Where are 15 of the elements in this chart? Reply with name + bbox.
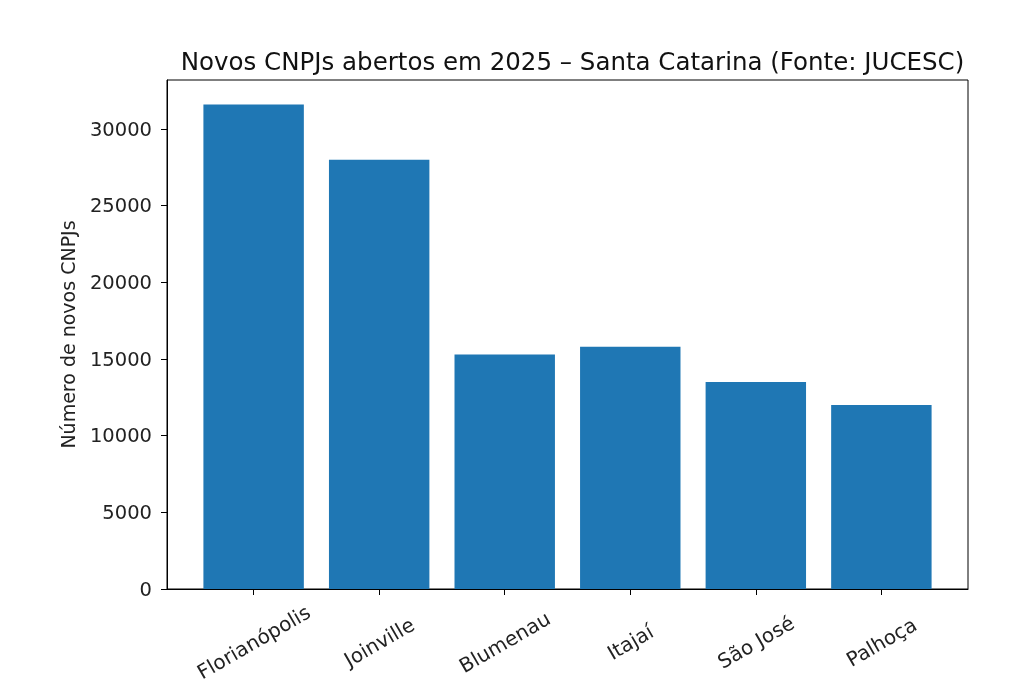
y-tick-label: 30000 (89, 117, 152, 141)
chart-title: Novos CNPJs abertos em 2025 – Santa Catarina (Fonte: JUCESC) (180, 47, 965, 76)
y-tick-label: 25000 (89, 194, 152, 218)
bar (203, 104, 304, 589)
bar (328, 159, 430, 589)
bar (831, 405, 932, 589)
y-tick-label: 20000 (89, 270, 152, 294)
bar (454, 354, 555, 589)
y-tick-label: 15000 (89, 347, 152, 371)
y-tick-label: 10000 (89, 424, 152, 448)
y-tick-label: 0 (139, 577, 152, 601)
bar (705, 382, 807, 589)
bar (580, 346, 681, 589)
y-axis-title: Número de novos CNPJs (56, 220, 79, 449)
y-tick-label: 5000 (102, 500, 152, 524)
